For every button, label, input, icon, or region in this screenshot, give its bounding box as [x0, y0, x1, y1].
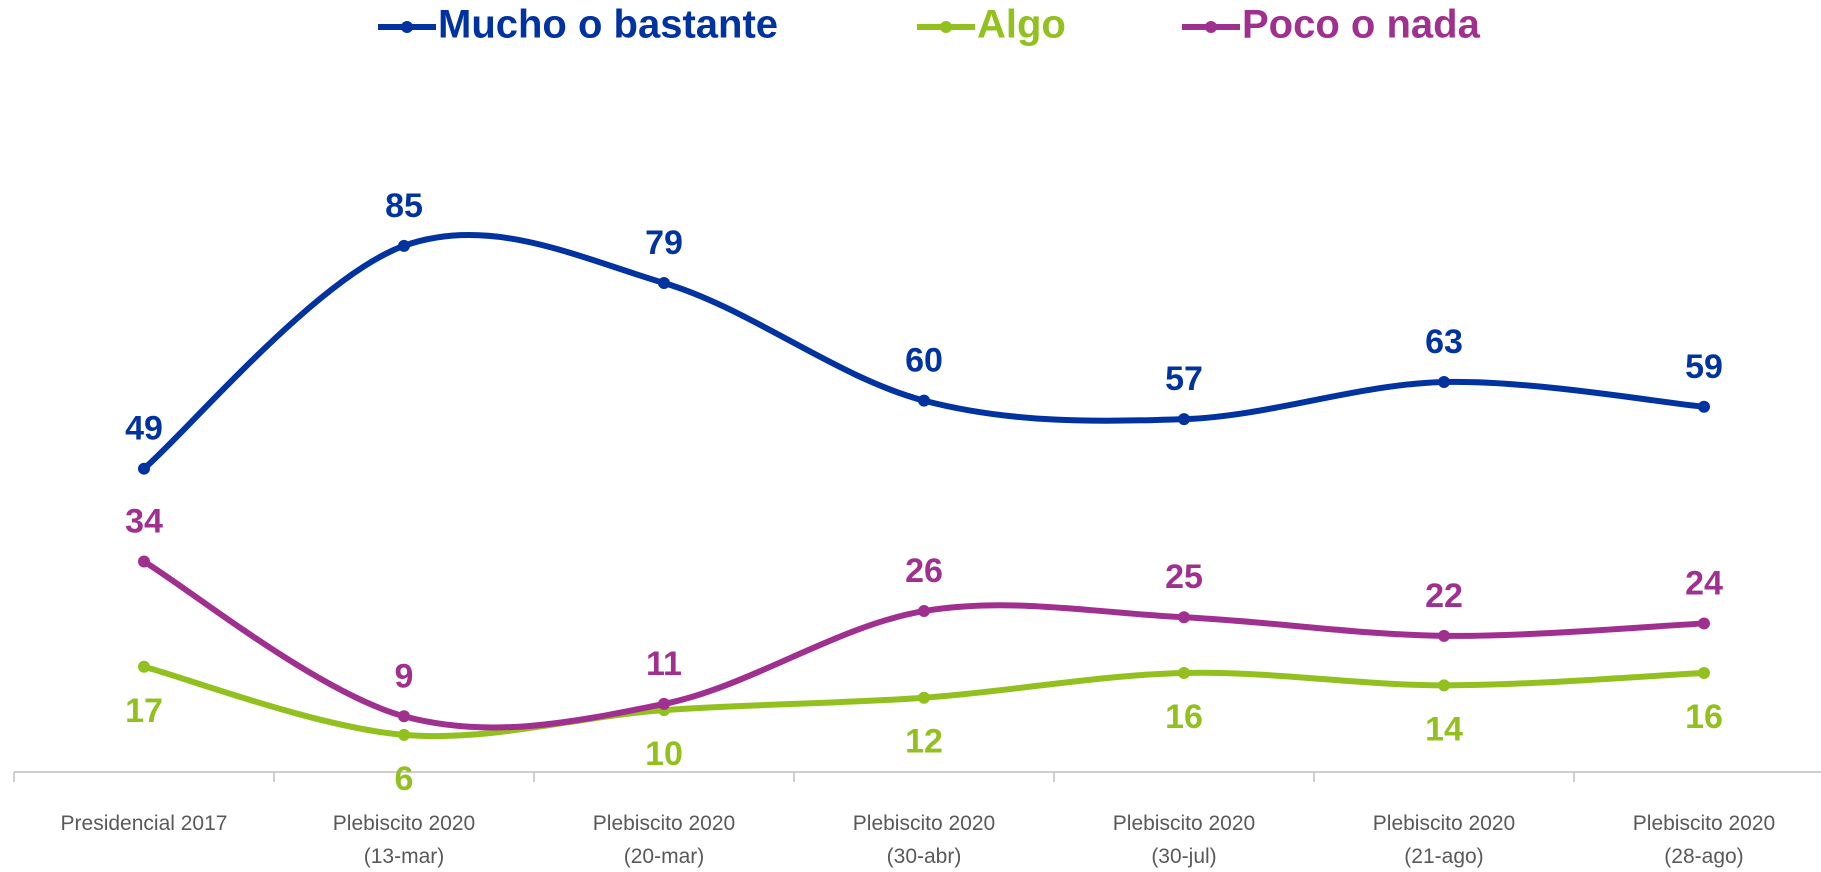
point	[918, 605, 930, 618]
point	[1438, 376, 1450, 389]
point	[658, 276, 670, 289]
legend-swatch-dot	[940, 21, 952, 33]
data-label: 60	[905, 342, 943, 380]
x-tick-label-line: Plebiscito 2020	[1633, 812, 1775, 835]
data-label: 25	[1165, 558, 1203, 596]
data-label: 57	[1165, 360, 1203, 398]
legend-label: Mucho o bastante	[438, 3, 778, 47]
legend-swatch-dot	[401, 21, 413, 33]
data-label: 12	[905, 723, 943, 761]
data-label: 85	[385, 187, 423, 225]
data-label: 14	[1425, 710, 1463, 748]
data-label: 22	[1425, 577, 1463, 615]
x-tick-label-line: (30-jul)	[1151, 845, 1216, 868]
point	[138, 462, 150, 475]
point	[1178, 611, 1190, 624]
data-label: 11	[646, 645, 682, 683]
x-tick-label-line: (20-mar)	[624, 845, 705, 868]
point	[398, 710, 410, 723]
point	[1698, 666, 1710, 679]
point	[138, 660, 150, 673]
x-tick-label-line: Plebiscito 2020	[593, 812, 735, 835]
data-label: 59	[1685, 348, 1723, 386]
point	[398, 728, 410, 741]
point	[398, 239, 410, 252]
legend-label: Algo	[977, 3, 1066, 47]
point	[1698, 617, 1710, 630]
x-tick-label: Plebiscito 2020 (30-abr)	[853, 812, 995, 868]
point	[658, 697, 670, 710]
data-label: 24	[1685, 564, 1723, 602]
point	[918, 691, 930, 704]
data-label: 26	[905, 552, 943, 590]
x-tick-label-line: (13-mar)	[364, 845, 445, 868]
x-tick-label: Plebiscito 2020 (30-jul)	[1113, 812, 1255, 868]
x-tick-label: Presidencial 2017	[61, 812, 228, 835]
data-label: 9	[395, 657, 414, 695]
x-tick-label: Plebiscito 2020 (20-mar)	[593, 812, 735, 868]
data-label: 34	[125, 503, 163, 541]
x-tick-label-line: (30-abr)	[887, 845, 962, 868]
x-tick-label-line: Plebiscito 2020	[1113, 812, 1255, 835]
x-tick-label-line: Plebiscito 2020	[1373, 812, 1515, 835]
data-label: 63	[1425, 323, 1463, 361]
x-tick-label: Plebiscito 2020 (28-ago)	[1633, 812, 1775, 868]
point	[1698, 400, 1710, 413]
x-tick-label-line: (28-ago)	[1664, 845, 1743, 868]
x-tick-label: Plebiscito 2020 (13-mar)	[333, 812, 475, 868]
data-label: 6	[395, 760, 414, 798]
data-label: 79	[645, 224, 683, 262]
point	[918, 394, 930, 407]
point	[138, 555, 150, 568]
data-label: 17	[125, 692, 163, 730]
data-label: 16	[1685, 698, 1723, 736]
data-label: 49	[125, 410, 163, 448]
x-tick-label-line: Presidencial 2017	[61, 812, 228, 835]
point	[1178, 413, 1190, 426]
x-tick-label: Plebiscito 2020 (21-ago)	[1373, 812, 1515, 868]
point	[1438, 629, 1450, 642]
point	[1178, 666, 1190, 679]
data-label: 16	[1165, 698, 1203, 736]
data-label: 10	[645, 735, 683, 773]
x-tick-label-line: Plebiscito 2020	[853, 812, 995, 835]
legend-label: Poco o nada	[1242, 3, 1481, 47]
point	[1438, 679, 1450, 692]
legend-swatch-dot	[1205, 21, 1217, 33]
x-tick-label-line: Plebiscito 2020	[333, 812, 475, 835]
x-tick-label-line: (21-ago)	[1404, 845, 1483, 868]
